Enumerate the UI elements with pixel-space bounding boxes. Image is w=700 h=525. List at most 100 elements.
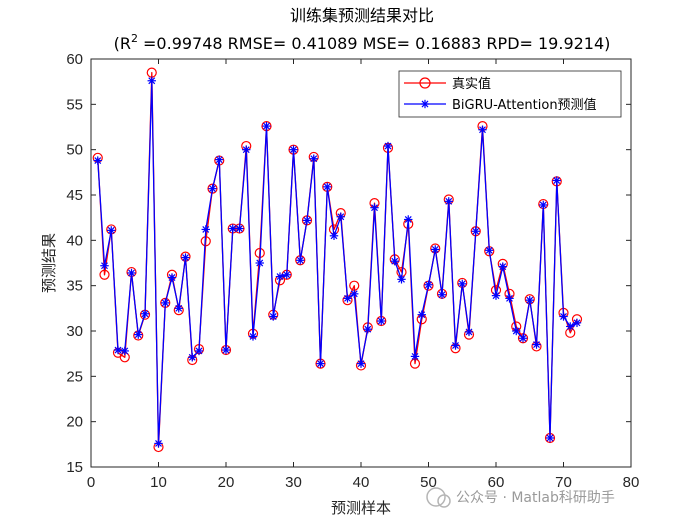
- data-point-asterisk: [161, 298, 170, 308]
- y-tick-label: 25: [66, 368, 83, 385]
- data-point-asterisk: [566, 322, 575, 331]
- wechat-icon-bubble: [437, 494, 451, 508]
- data-point-asterisk: [255, 258, 264, 268]
- subtitle-metrics: =0.99748 RMSE= 0.41089 MSE= 0.16883 RPD=…: [138, 34, 610, 53]
- data-point-asterisk: [437, 290, 447, 299]
- data-point-asterisk: [269, 312, 278, 321]
- y-tick-label: 45: [66, 187, 83, 204]
- data-point-asterisk: [525, 295, 534, 305]
- wechat-icon: [426, 487, 446, 507]
- legend-label-series-1: 真实值: [452, 76, 491, 92]
- data-point-asterisk: [451, 341, 460, 350]
- chart-title: 训练集预测结果对比: [290, 6, 434, 25]
- data-point-asterisk: [208, 184, 217, 193]
- data-point-asterisk: [228, 224, 237, 233]
- data-point-asterisk: [194, 346, 204, 356]
- legend-marker-circle: [419, 77, 431, 89]
- data-point-asterisk: [120, 346, 129, 356]
- axis-tick-labels: 0 10 20 30 40 50 60 70 80 15 20 25 30 35 40 45 50 55 60: [66, 51, 639, 491]
- watermark: 公众号 · Matlab科研助手: [426, 487, 615, 508]
- legend: 真实值 BiGRU-Attention预测值: [398, 70, 622, 118]
- data-point-asterisk: [127, 268, 136, 278]
- data-point-asterisk: [498, 262, 507, 271]
- data-point-asterisk: [559, 312, 568, 321]
- y-tick-label: 50: [66, 142, 83, 159]
- subtitle-superscript: 2: [131, 32, 138, 45]
- data-point-circle: [99, 269, 110, 280]
- data-point-asterisk: [107, 226, 116, 235]
- data-point-asterisk: [431, 245, 440, 254]
- data-point-asterisk: [505, 294, 514, 303]
- data-point-asterisk: [370, 203, 379, 212]
- plot-frame: [90, 58, 632, 468]
- data-point-asterisk: [512, 326, 521, 336]
- series-2: [93, 76, 582, 448]
- y-tick-label: 20: [66, 414, 83, 431]
- y-tick-label: 15: [66, 459, 83, 476]
- data-point-circle: [517, 333, 529, 344]
- data-point-asterisk: [167, 273, 177, 282]
- data-point-asterisk: [572, 318, 582, 328]
- series-layer: [92, 67, 583, 453]
- data-point-asterisk: [545, 433, 555, 443]
- x-tick-label: 30: [285, 474, 302, 491]
- data-point-asterisk: [444, 197, 453, 206]
- data-point-asterisk: [235, 224, 244, 233]
- data-point-asterisk: [424, 280, 433, 289]
- data-point-asterisk: [262, 121, 271, 131]
- data-point-asterisk: [539, 200, 548, 210]
- y-tick-label: 40: [66, 232, 83, 249]
- y-tick-label: 35: [66, 278, 83, 295]
- x-tick-label: 50: [420, 474, 437, 491]
- y-tick-label: 30: [66, 323, 83, 340]
- data-point-asterisk: [147, 76, 156, 85]
- x-tick-label: 60: [488, 474, 505, 491]
- data-point-asterisk: [552, 176, 561, 185]
- data-point-asterisk: [282, 270, 291, 279]
- data-point-asterisk: [350, 289, 359, 299]
- data-point-asterisk: [485, 246, 494, 255]
- data-point-asterisk: [383, 141, 393, 151]
- legend-label-series-2: BiGRU-Attention预测值: [452, 97, 597, 113]
- data-point-asterisk: [134, 330, 143, 339]
- data-point-asterisk: [93, 156, 102, 165]
- data-point-asterisk: [464, 327, 474, 337]
- data-point-asterisk: [289, 145, 298, 154]
- data-point-asterisk: [174, 304, 183, 313]
- data-point-asterisk: [323, 182, 332, 192]
- data-point-asterisk: [343, 294, 352, 303]
- data-point-asterisk: [316, 359, 325, 368]
- data-point-asterisk: [242, 145, 251, 154]
- y-axis-label: 预测结果: [40, 233, 58, 293]
- legend-marker-asterisk: [420, 99, 430, 109]
- data-point-asterisk: [363, 324, 372, 334]
- data-point-asterisk: [302, 216, 312, 225]
- data-point-asterisk: [458, 279, 467, 289]
- chart-subtitle: (R2 =0.99748 RMSE= 0.41089 MSE= 0.16883 …: [114, 32, 611, 53]
- x-tick-label: 0: [87, 474, 95, 491]
- data-point-asterisk: [471, 227, 480, 236]
- x-tick-label: 80: [623, 474, 640, 491]
- data-point-asterisk: [154, 439, 163, 448]
- data-point-asterisk: [397, 275, 406, 284]
- data-point-asterisk: [113, 345, 123, 355]
- data-point-asterisk: [336, 212, 345, 221]
- data-point-asterisk: [275, 272, 285, 281]
- data-point-asterisk: [390, 256, 399, 266]
- watermark-text: 公众号 · Matlab科研助手: [456, 490, 615, 506]
- legend-asterisk-glyph: [420, 99, 430, 109]
- y-tick-label: 55: [66, 96, 83, 113]
- data-point-asterisk: [221, 345, 231, 355]
- data-point-asterisk: [309, 154, 318, 163]
- data-point-asterisk: [296, 256, 305, 265]
- legend-box: [398, 70, 622, 118]
- data-point-asterisk: [329, 231, 339, 240]
- data-point-asterisk: [188, 353, 197, 362]
- x-tick-label: 10: [150, 474, 167, 491]
- subtitle-prefix: (R: [114, 34, 131, 53]
- data-point-asterisk: [410, 352, 420, 361]
- plot-area: [91, 59, 631, 467]
- data-point-asterisk: [532, 340, 541, 349]
- data-point-asterisk: [478, 125, 487, 134]
- x-tick-label: 70: [555, 474, 572, 491]
